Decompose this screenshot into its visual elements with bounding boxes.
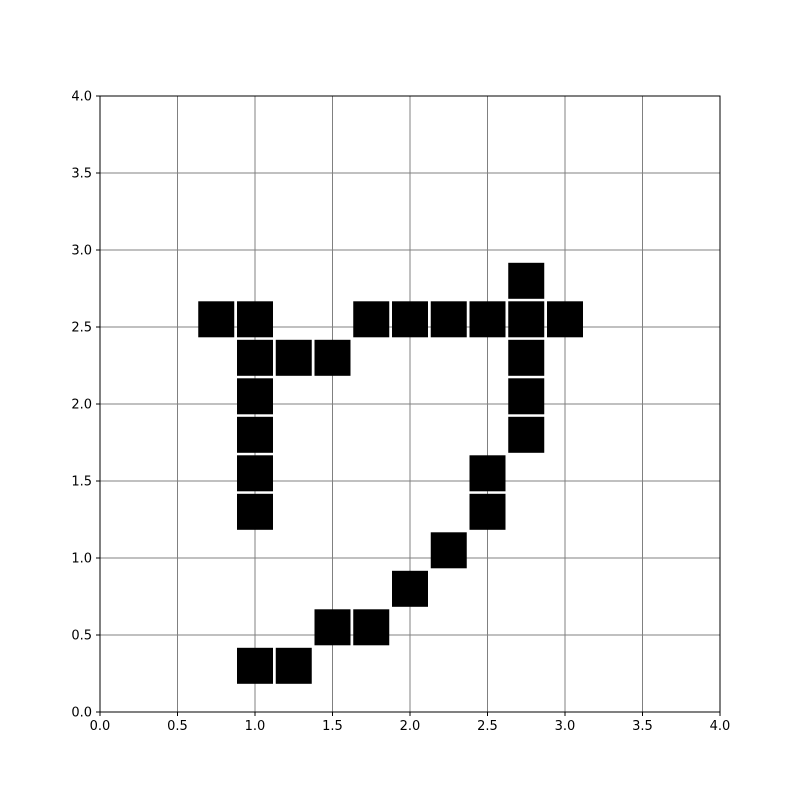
data-point [237,455,273,492]
y-axis-ticks: 0.0 0.5 1.0 1.5 2.0 2.5 3.0 3.5 4.0 [71,90,100,721]
x-tick-label: 4.0 [710,719,731,734]
y-tick-label: 0.0 [71,706,92,721]
data-point [547,301,583,338]
data-point [237,301,273,338]
data-point [508,339,545,376]
data-point [314,609,351,646]
data-point [275,339,312,376]
x-tick-label: 1.0 [245,719,266,734]
x-tick-label: 3.5 [632,719,653,734]
x-tick-label: 0.0 [90,719,111,734]
data-point [314,339,351,376]
x-axis-ticks: 0.0 0.5 1.0 1.5 2.0 2.5 3.0 3.5 4.0 [90,712,731,734]
data-point [237,416,273,453]
data-point [353,609,390,646]
data-point [237,378,273,415]
y-tick-label: 2.0 [71,398,92,413]
data-point [353,301,390,338]
data-point [430,532,467,569]
y-tick-label: 1.0 [71,552,92,567]
data-point [392,301,428,338]
y-tick-label: 2.5 [71,321,92,336]
x-tick-label: 1.5 [322,719,343,734]
data-point [508,416,545,453]
y-tick-label: 3.0 [71,244,92,259]
y-tick-label: 4.0 [71,90,92,105]
data-point [508,378,545,415]
data-point [237,339,273,376]
data-point [237,493,273,530]
data-point [430,301,467,338]
x-tick-label: 3.0 [555,719,576,734]
data-point [469,493,506,530]
markers [198,262,583,684]
data-point [469,301,506,338]
x-tick-label: 2.5 [477,719,498,734]
data-point [198,301,235,338]
data-point [508,301,545,338]
data-point [392,570,428,607]
y-tick-label: 3.5 [71,167,92,182]
y-tick-label: 0.5 [71,629,92,644]
x-tick-label: 2.0 [400,719,421,734]
y-tick-label: 1.5 [71,475,92,490]
data-point [469,455,506,492]
data-point [275,647,312,684]
x-tick-label: 0.5 [167,719,188,734]
data-point [508,262,545,299]
data-point [237,647,273,684]
